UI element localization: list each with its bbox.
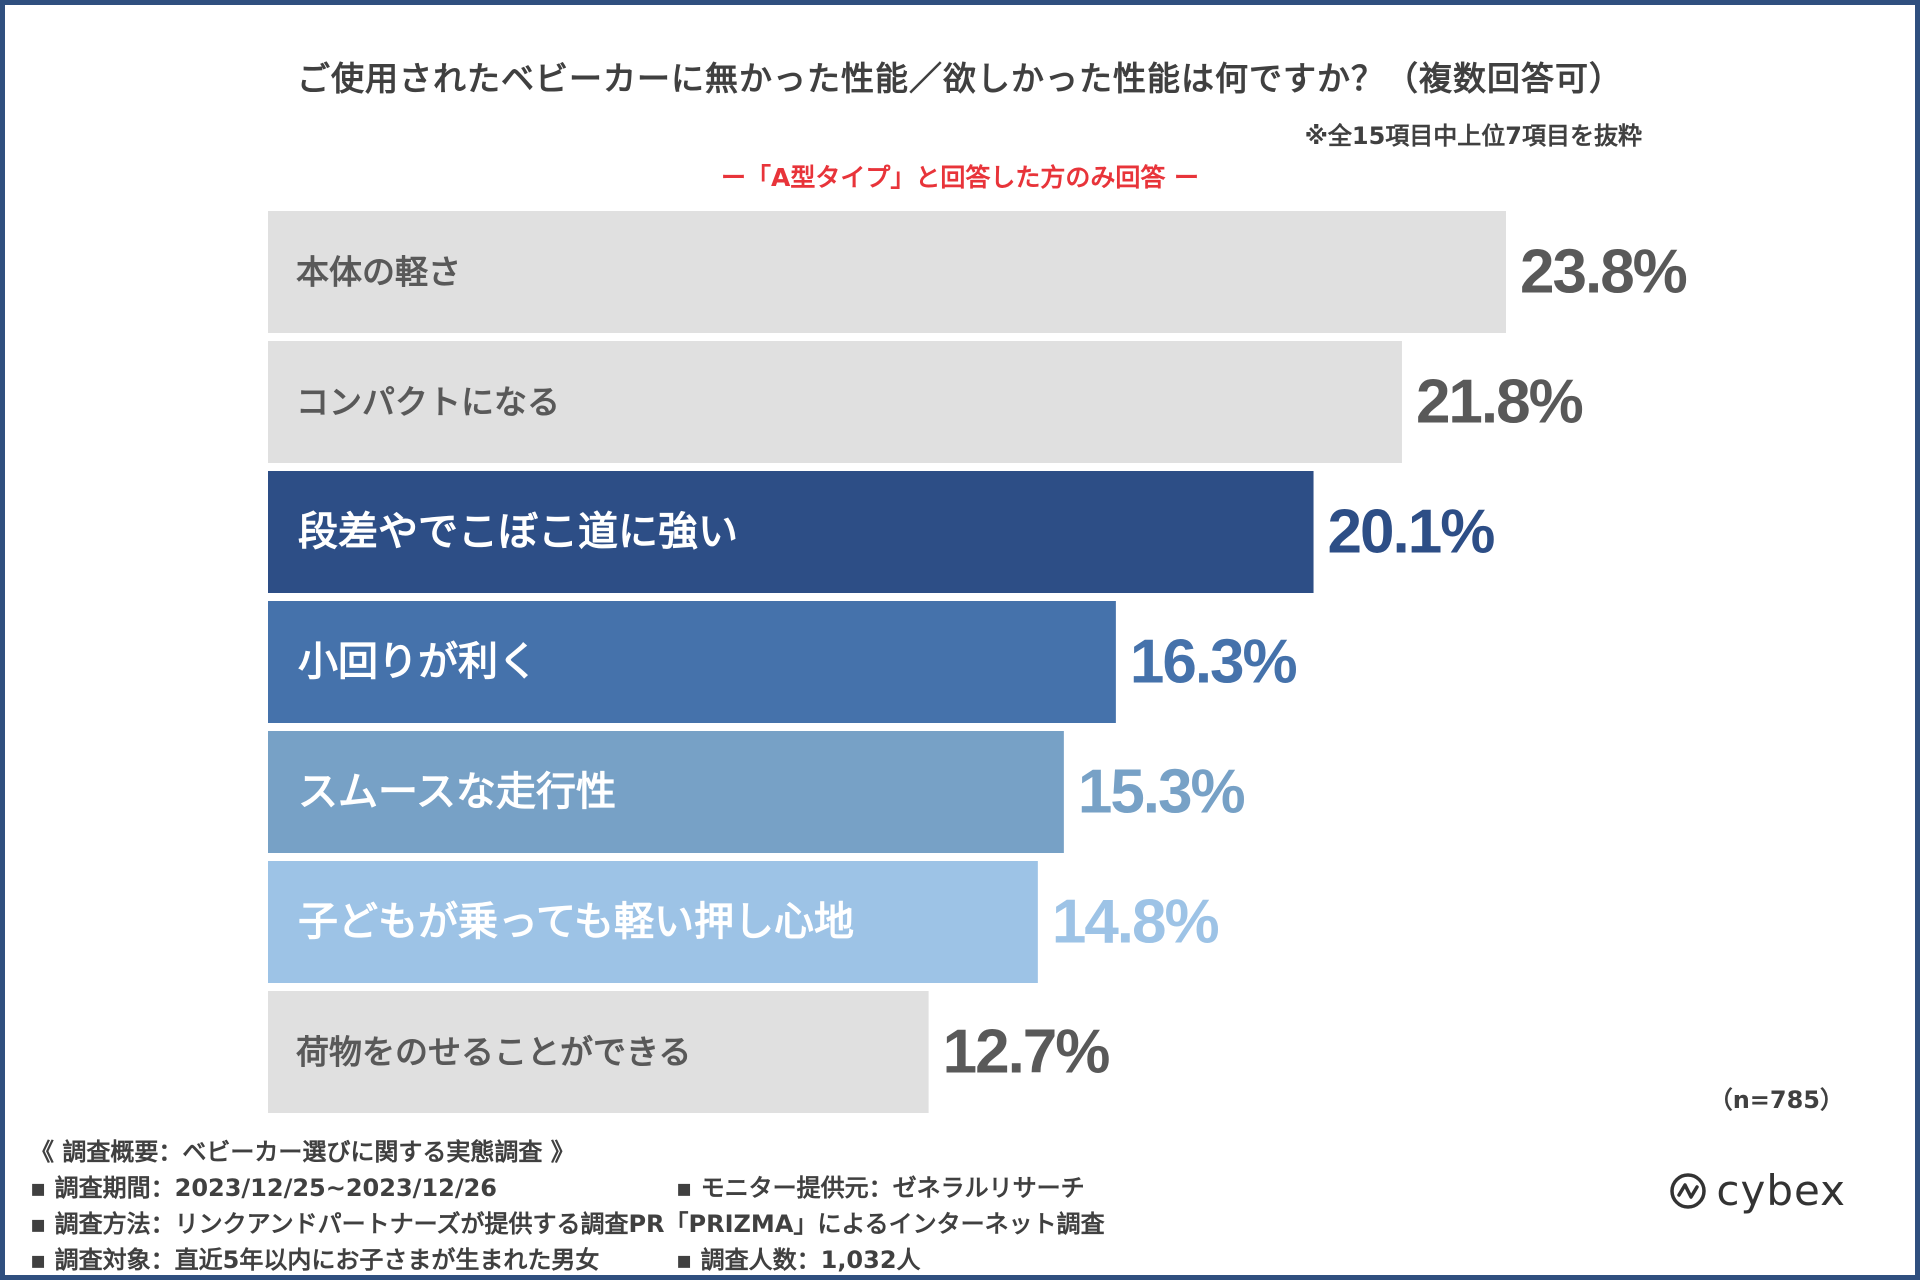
survey-provider: ▪ モニター提供元：ゼネラルリサーチ <box>676 1174 1085 1202</box>
category-label: 小回りが利く <box>298 639 538 685</box>
survey-overview: 《 調査概要：ベビーカー選びに関する実態調査 》 ▪ 調査期間：2023/12/… <box>30 1134 1105 1278</box>
bar-2 <box>268 341 1402 463</box>
value-label: 20.1% <box>1328 498 1495 567</box>
cybex-logo-icon <box>1670 1172 1707 1209</box>
bar-6 <box>268 861 1038 983</box>
chart-title: ご使用されたベビーカーに無かった性能／欲しかった性能は何ですか？（複数回答可） <box>297 59 1623 98</box>
survey-period: ▪ 調査期間：2023/12/25~2023/12/26 <box>30 1174 497 1202</box>
bar-7 <box>268 991 929 1113</box>
value-label: 14.8% <box>1052 888 1219 957</box>
survey-period-row: ▪ 調査期間：2023/12/25~2023/12/26 ▪ モニター提供元：ゼ… <box>30 1170 1105 1206</box>
selection-note: ※全15項目中上位7項目を抜粋 <box>1304 122 1642 150</box>
category-label: 段差やでこぼこ道に強い <box>298 509 738 555</box>
bar-5 <box>268 731 1064 853</box>
survey-heading: 《 調査概要：ベビーカー選びに関する実態調査 》 <box>30 1138 575 1166</box>
category-label: スムースな走行性 <box>298 769 616 815</box>
sample-size: （n=785） <box>1708 1086 1844 1114</box>
category-label: 本体の軽さ <box>296 253 461 292</box>
value-label: 23.8% <box>1520 238 1687 307</box>
value-label: 15.3% <box>1078 758 1245 827</box>
bar-1 <box>268 211 1506 333</box>
cybex-logo: cybex <box>1668 1166 1846 1215</box>
category-label: 子どもが乗っても軽い押し心地 <box>298 899 854 945</box>
survey-method: ▪ 調査方法：リンクアンドパートナーズが提供する調査PR「PRIZMA」によるイ… <box>30 1210 1105 1238</box>
survey-target: ▪ 調査対象：直近5年以内にお子さまが生まれた男女 <box>30 1246 600 1274</box>
survey-count: ▪ 調査人数：1,032人 <box>676 1246 921 1274</box>
value-label: 21.8% <box>1416 368 1583 437</box>
category-label: 荷物をのせることができる <box>296 1033 691 1072</box>
bar-3 <box>268 471 1314 593</box>
survey-target-row: ▪ 調査対象：直近5年以内にお子さまが生まれた男女 ▪ 調査人数：1,032人 <box>30 1242 1105 1278</box>
respondent-filter-note: ー「A型タイプ」と回答した方のみ回答 ー <box>720 163 1200 192</box>
value-label: 12.7% <box>943 1018 1110 1087</box>
bar-4 <box>268 601 1116 723</box>
value-label: 16.3% <box>1130 628 1297 697</box>
category-label: コンパクトになる <box>296 383 560 422</box>
logo-text: cybex <box>1716 1166 1846 1215</box>
